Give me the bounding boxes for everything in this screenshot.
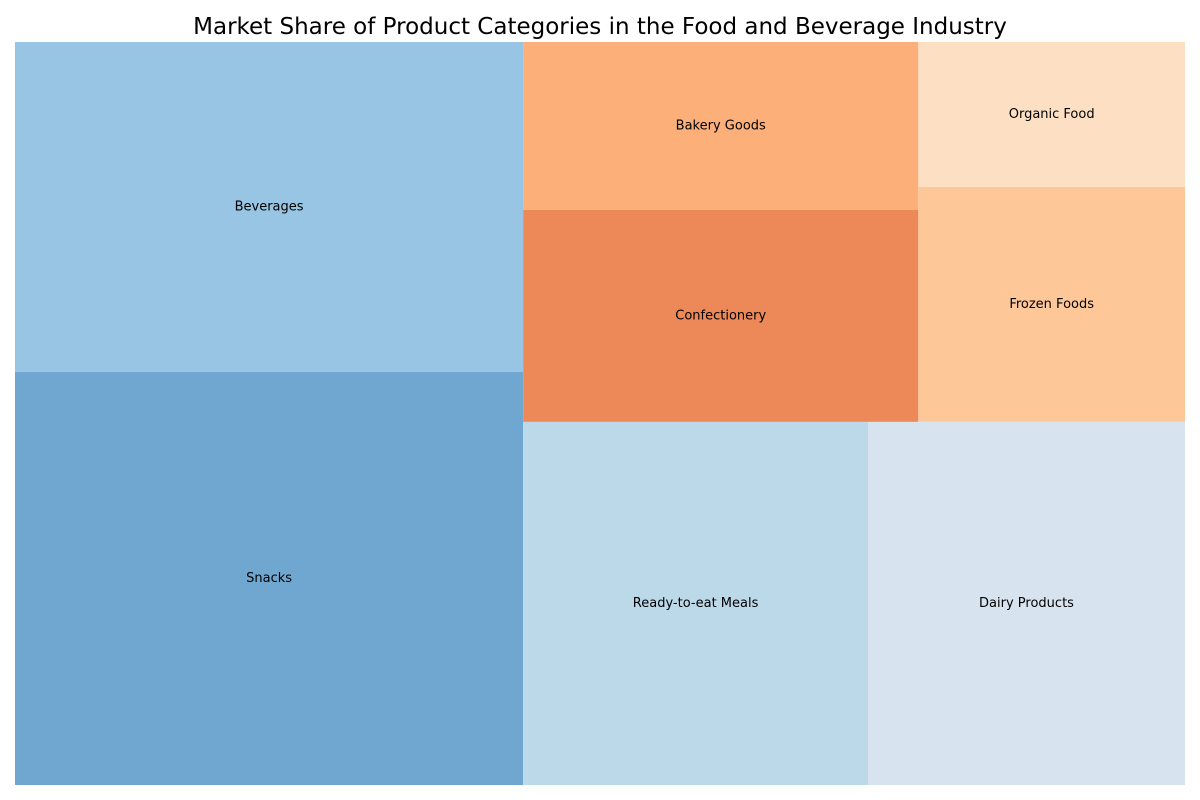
treemap-cell-dairy-products — [868, 421, 1185, 785]
treemap-cell-beverages — [15, 42, 524, 372]
treemap-cell-ready-to-eat-meals — [523, 421, 869, 785]
treemap-label-frozen-foods: Frozen Foods — [1009, 297, 1094, 312]
treemap-label-bakery-goods: Bakery Goods — [676, 118, 766, 133]
treemap-cell-snacks — [15, 371, 524, 785]
treemap-label-organic-food: Organic Food — [1009, 107, 1095, 122]
treemap-cells: Beverages Snacks Ready-to-eat Meals Dairy P… — [15, 42, 1185, 785]
treemap-cell-organic-food — [918, 42, 1185, 188]
treemap-label-dairy-products: Dairy Products — [979, 596, 1074, 611]
chart-title: Market Share of Product Categories in th… — [193, 14, 1007, 40]
treemap-label-snacks: Snacks — [246, 571, 292, 586]
treemap-cell-bakery-goods — [523, 42, 919, 210]
treemap-cell-frozen-foods — [918, 187, 1185, 422]
treemap-label-beverages: Beverages — [235, 199, 304, 214]
treemap-cell-confectionery — [523, 209, 919, 422]
treemap-label-confectionery: Confectionery — [675, 308, 766, 323]
treemap-label-ready-to-eat-meals: Ready-to-eat Meals — [633, 596, 759, 611]
